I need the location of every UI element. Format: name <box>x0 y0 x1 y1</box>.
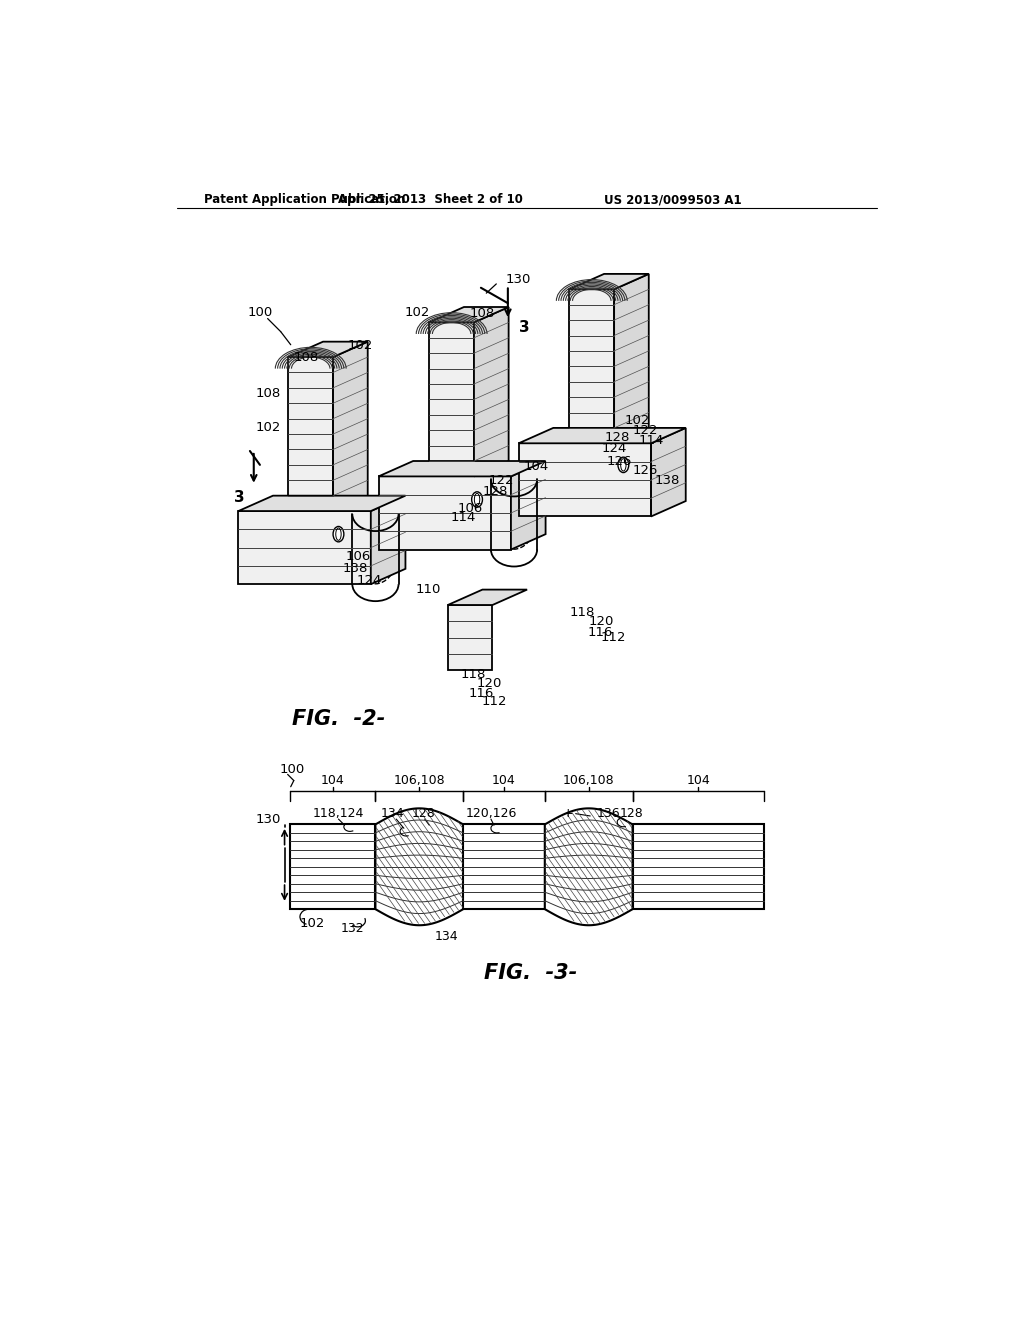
Text: 122: 122 <box>633 424 658 437</box>
Text: 132: 132 <box>341 921 365 935</box>
Polygon shape <box>633 825 764 909</box>
Polygon shape <box>289 358 333 511</box>
Polygon shape <box>379 477 511 549</box>
Polygon shape <box>429 308 509 322</box>
Text: FIG.  -2-: FIG. -2- <box>292 709 385 729</box>
Ellipse shape <box>617 457 629 473</box>
Text: 124: 124 <box>602 442 627 455</box>
Polygon shape <box>379 461 546 477</box>
Text: 108: 108 <box>294 351 319 363</box>
Text: 100: 100 <box>280 763 304 776</box>
Text: 106: 106 <box>345 550 371 564</box>
Text: Apr. 25, 2013  Sheet 2 of 10: Apr. 25, 2013 Sheet 2 of 10 <box>338 194 523 206</box>
Text: 130: 130 <box>255 813 281 825</box>
Text: 112: 112 <box>482 694 508 708</box>
Polygon shape <box>239 511 371 585</box>
Text: 108: 108 <box>469 308 495 321</box>
Polygon shape <box>333 342 368 511</box>
Polygon shape <box>463 825 545 909</box>
Text: 102: 102 <box>300 916 326 929</box>
Polygon shape <box>569 275 649 289</box>
Polygon shape <box>447 590 527 605</box>
Text: 106,108: 106,108 <box>563 774 614 787</box>
Polygon shape <box>569 289 614 444</box>
Text: 104: 104 <box>686 774 710 787</box>
Text: 118,124: 118,124 <box>312 807 365 820</box>
Polygon shape <box>290 825 376 909</box>
Polygon shape <box>376 808 463 925</box>
Text: 134: 134 <box>434 929 458 942</box>
Text: 114: 114 <box>639 434 665 447</box>
Polygon shape <box>429 322 474 477</box>
Text: 108: 108 <box>255 387 281 400</box>
Text: 102: 102 <box>255 421 281 434</box>
Text: 100: 100 <box>247 306 272 319</box>
Polygon shape <box>289 342 368 358</box>
Text: 114: 114 <box>451 511 475 524</box>
Polygon shape <box>447 605 493 671</box>
Polygon shape <box>518 428 686 444</box>
Text: 102: 102 <box>347 339 373 352</box>
Text: 130: 130 <box>506 273 530 286</box>
Text: 126: 126 <box>606 454 632 467</box>
Text: 128: 128 <box>604 432 630 445</box>
Text: 118: 118 <box>461 668 486 681</box>
Text: 102: 102 <box>625 413 650 426</box>
Polygon shape <box>651 428 686 516</box>
Text: 124: 124 <box>356 574 382 587</box>
Text: +: + <box>562 807 573 820</box>
Polygon shape <box>518 444 651 516</box>
Text: 136: 136 <box>596 807 621 820</box>
Text: Patent Application Publication: Patent Application Publication <box>204 194 404 206</box>
Text: 116: 116 <box>468 686 494 700</box>
Text: 128: 128 <box>482 486 508 499</box>
Polygon shape <box>371 496 406 585</box>
Text: 128: 128 <box>620 807 643 820</box>
Text: 104: 104 <box>493 774 516 787</box>
Text: 138: 138 <box>654 474 680 487</box>
Text: 120: 120 <box>589 615 614 628</box>
Text: 3: 3 <box>233 490 245 504</box>
Ellipse shape <box>333 527 344 543</box>
Text: 112: 112 <box>600 631 626 644</box>
Text: 138: 138 <box>343 561 368 574</box>
Text: 128: 128 <box>412 807 435 820</box>
Polygon shape <box>511 461 546 549</box>
Text: 104: 104 <box>321 774 344 787</box>
Ellipse shape <box>472 492 482 507</box>
Text: FIG.  -3-: FIG. -3- <box>484 964 578 983</box>
Text: 104: 104 <box>523 459 549 473</box>
Text: US 2013/0099503 A1: US 2013/0099503 A1 <box>604 194 741 206</box>
Text: 3: 3 <box>519 321 530 335</box>
Text: 102: 102 <box>404 306 430 319</box>
Polygon shape <box>474 308 509 477</box>
Text: 120: 120 <box>477 677 502 690</box>
Text: 126: 126 <box>633 463 658 477</box>
Polygon shape <box>545 808 633 925</box>
Text: 116: 116 <box>587 626 612 639</box>
Text: 118: 118 <box>569 606 595 619</box>
Polygon shape <box>239 496 406 511</box>
Text: 134: 134 <box>381 807 404 820</box>
Polygon shape <box>614 275 649 444</box>
Text: 106: 106 <box>458 502 483 515</box>
Text: 106,108: 106,108 <box>393 774 445 787</box>
Text: 122: 122 <box>488 474 514 487</box>
Text: 110: 110 <box>416 583 441 597</box>
Text: 120,126: 120,126 <box>465 807 516 820</box>
